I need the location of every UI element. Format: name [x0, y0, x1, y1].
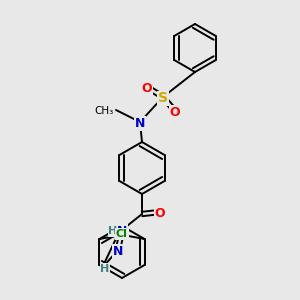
Text: N: N [117, 225, 127, 238]
Text: N: N [135, 117, 145, 130]
Text: O: O [155, 207, 165, 220]
Text: CH₃: CH₃ [95, 106, 114, 116]
Text: H: H [108, 226, 118, 236]
Text: Cl: Cl [116, 229, 128, 239]
Text: H: H [100, 264, 109, 274]
Text: O: O [142, 82, 152, 95]
Text: Cl: Cl [117, 229, 128, 239]
Text: O: O [170, 106, 180, 119]
Text: S: S [158, 92, 168, 106]
Text: N: N [113, 245, 123, 258]
